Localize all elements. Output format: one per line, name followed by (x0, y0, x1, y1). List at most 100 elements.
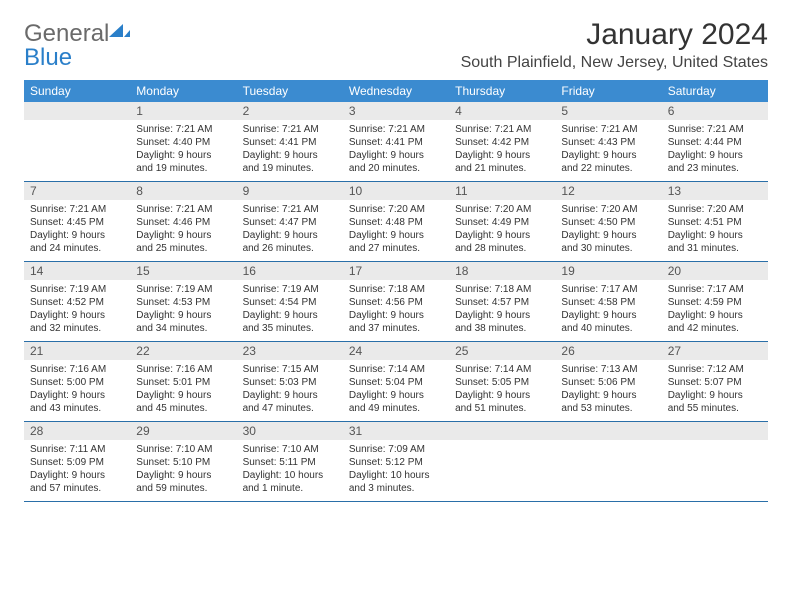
day-info-line: and 55 minutes. (668, 402, 762, 415)
day-info-line: Sunrise: 7:09 AM (349, 443, 443, 456)
day-info-line: Daylight: 9 hours (136, 389, 230, 402)
day-info-line: Daylight: 9 hours (668, 149, 762, 162)
day-number: 31 (343, 422, 449, 441)
day-info-line: Daylight: 9 hours (243, 389, 337, 402)
day-info-line: Sunrise: 7:13 AM (561, 363, 655, 376)
day-info-line: Sunrise: 7:21 AM (136, 123, 230, 136)
day-info-line: Sunset: 4:56 PM (349, 296, 443, 309)
day-info: Sunrise: 7:16 AMSunset: 5:01 PMDaylight:… (130, 360, 236, 422)
day-info-line: Sunset: 4:41 PM (243, 136, 337, 149)
day-number: 5 (555, 102, 661, 120)
day-number: 14 (24, 262, 130, 281)
day-header: Saturday (662, 80, 768, 102)
day-info-line: Daylight: 9 hours (668, 389, 762, 402)
logo-text-blue: Blue (24, 46, 131, 70)
day-info-line: Daylight: 9 hours (668, 229, 762, 242)
day-info-line: Daylight: 9 hours (136, 229, 230, 242)
day-header: Sunday (24, 80, 130, 102)
day-number: 17 (343, 262, 449, 281)
day-number: 7 (24, 182, 130, 201)
day-info-line: Sunset: 5:12 PM (349, 456, 443, 469)
day-info-line: Sunset: 4:46 PM (136, 216, 230, 229)
day-info: Sunrise: 7:09 AMSunset: 5:12 PMDaylight:… (343, 440, 449, 502)
day-info-line: and 1 minute. (243, 482, 337, 495)
day-info-line: Sunrise: 7:14 AM (455, 363, 549, 376)
day-info-line: Daylight: 9 hours (455, 389, 549, 402)
day-number: 12 (555, 182, 661, 201)
day-info-line: Sunset: 4:54 PM (243, 296, 337, 309)
day-info: Sunrise: 7:10 AMSunset: 5:10 PMDaylight:… (130, 440, 236, 502)
day-info-line: and 24 minutes. (30, 242, 124, 255)
day-number: 19 (555, 262, 661, 281)
week-info-row: Sunrise: 7:16 AM Sunset: 5:00 PM Daylight:… (24, 360, 768, 422)
day-info-line: Sunrise: 7:16 AM (136, 363, 230, 376)
day-info-line: Sunset: 5:00 PM (30, 376, 124, 389)
day-info-line: Sunrise: 7:15 AM (243, 363, 337, 376)
day-info-line: and 25 minutes. (136, 242, 230, 255)
day-info-line: Sunrise: 7:21 AM (243, 123, 337, 136)
day-info-line: and 57 minutes. (30, 482, 124, 495)
day-info-line: Sunrise: 7:21 AM (136, 203, 230, 216)
day-info: Sunrise: 7:21 AMSunset: 4:43 PMDaylight:… (555, 120, 661, 182)
day-info-line: Sunset: 5:11 PM (243, 456, 337, 469)
day-number: 9 (237, 182, 343, 201)
day-info-line: Sunrise: 7:21 AM (561, 123, 655, 136)
week-info-row: Sunrise: 7:21 AMSunset: 4:40 PMDaylight:… (24, 120, 768, 182)
logo-sail-icon (109, 22, 131, 45)
day-info: Sunrise: 7:18 AMSunset: 4:57 PMDaylight:… (449, 280, 555, 342)
day-info-line: Daylight: 9 hours (30, 309, 124, 322)
day-number: 20 (662, 262, 768, 281)
day-info: Sunrise: 7:21 AMSunset: 4:44 PMDaylight:… (662, 120, 768, 182)
day-info-line: Sunset: 5:10 PM (136, 456, 230, 469)
week-daynum-row: 123456 (24, 102, 768, 120)
day-info-line: Sunrise: 7:21 AM (349, 123, 443, 136)
day-info (24, 120, 130, 182)
day-info-line: Daylight: 9 hours (455, 229, 549, 242)
day-info-line: and 3 minutes. (349, 482, 443, 495)
day-info-line: Sunrise: 7:19 AM (136, 283, 230, 296)
title-block: January 2024 South Plainfield, New Jerse… (461, 18, 768, 72)
day-info: Sunrise: 7:11 AMSunset: 5:09 PMDaylight:… (24, 440, 130, 502)
day-number: 11 (449, 182, 555, 201)
week-daynum-row: 21222324252627 (24, 342, 768, 361)
calendar-table: SundayMondayTuesdayWednesdayThursdayFrid… (24, 80, 768, 502)
day-info: Sunrise: 7:20 AMSunset: 4:48 PMDaylight:… (343, 200, 449, 262)
day-info-line: and 32 minutes. (30, 322, 124, 335)
day-info-line: Sunrise: 7:11 AM (30, 443, 124, 456)
day-number (449, 422, 555, 441)
day-info: Sunrise: 7:10 AMSunset: 5:11 PMDaylight:… (237, 440, 343, 502)
day-info-line: Sunset: 5:09 PM (30, 456, 124, 469)
day-info: Sunrise: 7:18 AMSunset: 4:56 PMDaylight:… (343, 280, 449, 342)
day-info-line: Sunrise: 7:10 AM (243, 443, 337, 456)
day-info-line: Daylight: 9 hours (455, 309, 549, 322)
day-info-line: Sunrise: 7:21 AM (30, 203, 124, 216)
day-header: Tuesday (237, 80, 343, 102)
day-info-line: Sunrise: 7:19 AM (30, 283, 124, 296)
day-info-line: Sunrise: 7:10 AM (136, 443, 230, 456)
day-info-line: and 30 minutes. (561, 242, 655, 255)
day-info-line: Daylight: 9 hours (561, 229, 655, 242)
week-daynum-row: 78910111213 (24, 182, 768, 201)
day-info-line: Daylight: 9 hours (561, 309, 655, 322)
day-info-line: and 59 minutes. (136, 482, 230, 495)
day-info-line: Sunrise: 7:20 AM (455, 203, 549, 216)
day-number: 23 (237, 342, 343, 361)
day-info-line: Sunrise: 7:20 AM (561, 203, 655, 216)
week-info-row: Sunrise: 7:19 AMSunset: 4:52 PMDaylight:… (24, 280, 768, 342)
day-number: 8 (130, 182, 236, 201)
week-info-row: Sunrise: 7:11 AMSunset: 5:09 PMDaylight:… (24, 440, 768, 502)
day-number: 13 (662, 182, 768, 201)
day-info (662, 440, 768, 502)
day-info-line: Sunset: 4:45 PM (30, 216, 124, 229)
day-info: Sunrise: 7:12 AMSunset: 5:07 PMDaylight:… (662, 360, 768, 422)
day-info-line: Daylight: 9 hours (349, 229, 443, 242)
day-number: 15 (130, 262, 236, 281)
day-info: Sunrise: 7:21 AMSunset: 4:42 PMDaylight:… (449, 120, 555, 182)
day-info-line: Sunset: 4:40 PM (136, 136, 230, 149)
day-info-line: Daylight: 9 hours (30, 469, 124, 482)
day-number: 28 (24, 422, 130, 441)
day-header: Thursday (449, 80, 555, 102)
day-header-row: SundayMondayTuesdayWednesdayThursdayFrid… (24, 80, 768, 102)
day-info-line: Daylight: 9 hours (561, 389, 655, 402)
day-info-line: Daylight: 9 hours (243, 229, 337, 242)
